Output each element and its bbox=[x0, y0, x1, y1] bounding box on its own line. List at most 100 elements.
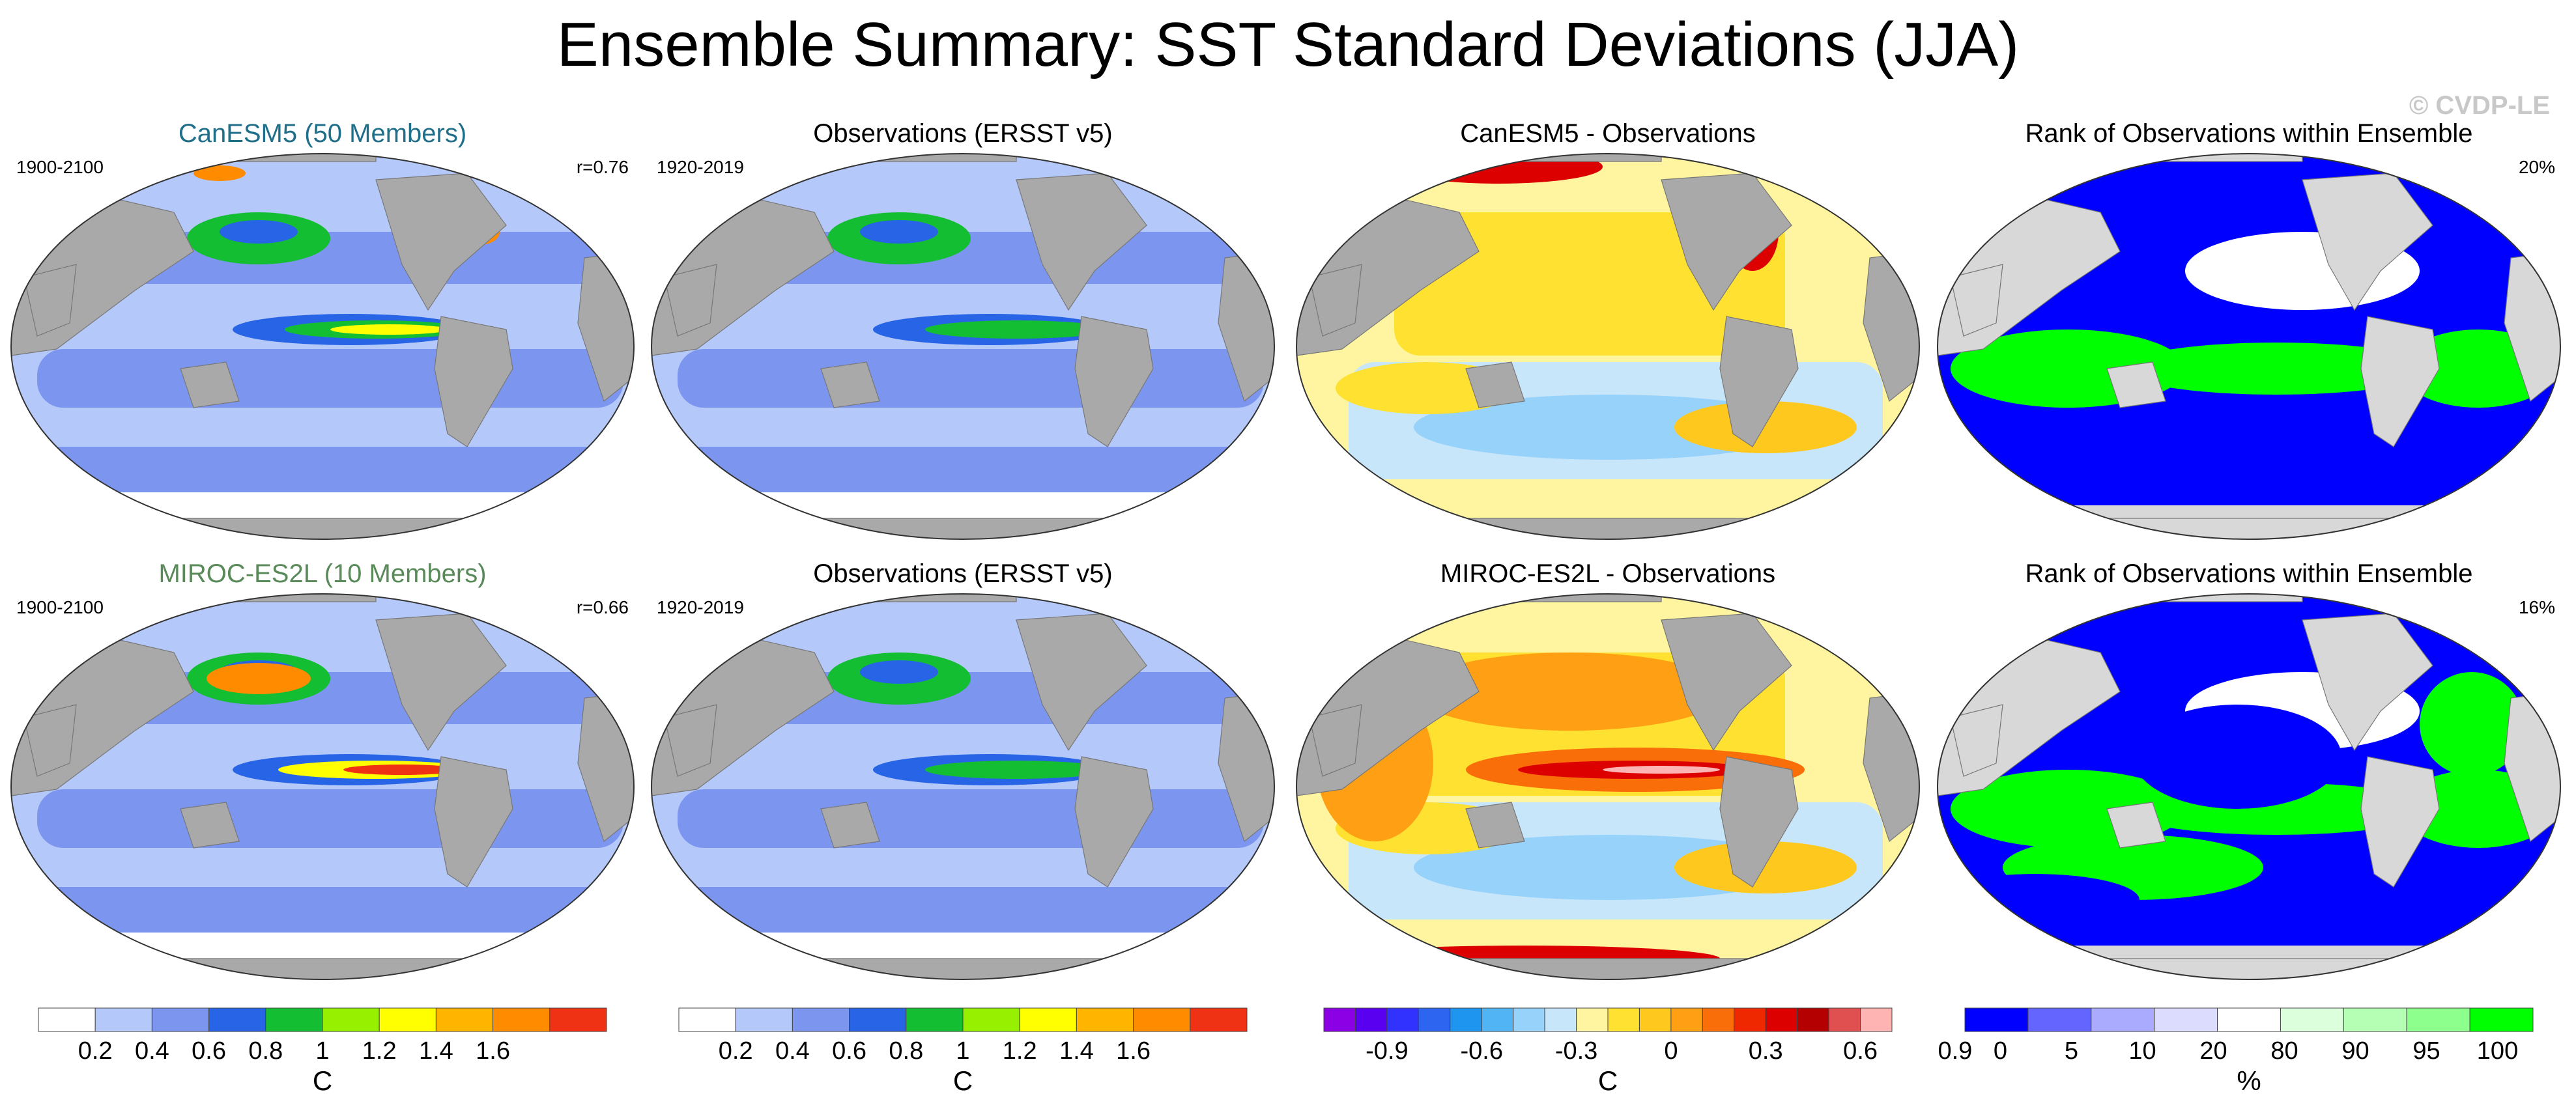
panel-stat-label: 20% bbox=[2519, 157, 2555, 177]
colorbar-tick-label: -0.9 bbox=[1366, 1037, 1408, 1065]
map-outline bbox=[1296, 593, 1920, 980]
land-antarctica bbox=[1296, 518, 1919, 539]
colorbar-box bbox=[1639, 1007, 1672, 1032]
land-antarctica bbox=[651, 958, 1274, 979]
colorbar-box bbox=[2154, 1007, 2218, 1032]
colorbar-box bbox=[1481, 1007, 1514, 1032]
colorbar-box bbox=[493, 1007, 551, 1032]
map-field bbox=[651, 594, 1274, 979]
land-south-america bbox=[2360, 316, 2440, 447]
colorbar-box bbox=[1323, 1007, 1356, 1032]
colorbar-tick-label: 0 bbox=[1994, 1037, 2007, 1065]
field-patch bbox=[1938, 434, 2140, 486]
land-australia bbox=[1465, 802, 1525, 849]
colorbar-box bbox=[549, 1007, 607, 1032]
land-south-america bbox=[434, 316, 513, 447]
colorbar-sd: 0.2 0.4 0.6 0.8 1 1.2 1.4 1.6 C bbox=[678, 1007, 1248, 1096]
colorbar-tick-label: 0.6 bbox=[832, 1037, 866, 1065]
colorbar-tick-label: 1.4 bbox=[1059, 1037, 1094, 1065]
colorbar-tick-label: 0.8 bbox=[248, 1037, 283, 1065]
colorbar-unit-label: C bbox=[953, 1065, 973, 1096]
map-panel-miroc-sd: MIROC-ES2L (10 Members) 1900-2100 r=0.66 bbox=[10, 559, 635, 980]
field-patch bbox=[925, 761, 1108, 779]
land-south-america bbox=[1719, 316, 1799, 447]
colorbar-tick-label: -0.6 bbox=[1460, 1037, 1502, 1065]
map-panel-canesm5-rank: Rank of Observations within Ensemble 20% bbox=[1937, 119, 2561, 540]
colorbar-tick-label: 1 bbox=[315, 1037, 329, 1065]
map-outline bbox=[651, 153, 1275, 540]
panel-period-label: 1900-2100 bbox=[16, 157, 104, 177]
land-australia bbox=[2106, 802, 2166, 849]
land-antarctica bbox=[11, 958, 634, 979]
field-patch bbox=[11, 447, 634, 499]
colorbar-box bbox=[2469, 1007, 2534, 1032]
panel-title: Observations (ERSST v5) bbox=[813, 559, 1112, 588]
colorbar-box bbox=[1544, 1007, 1577, 1032]
panel-stat-label: 16% bbox=[2519, 597, 2555, 617]
map-field bbox=[11, 594, 634, 979]
field-patch bbox=[1414, 653, 1726, 731]
colorbar-unit-label: C bbox=[313, 1065, 332, 1096]
colorbar-tick-label: 90 bbox=[2341, 1037, 2369, 1065]
land-south-america bbox=[1719, 756, 1799, 888]
panel-stat-label: r=0.66 bbox=[577, 597, 629, 617]
field-patch bbox=[651, 447, 1274, 499]
map-panel-obs-sd-2: Observations (ERSST v5) 1920-2019 bbox=[651, 559, 1275, 980]
field-patch bbox=[330, 324, 448, 335]
map-field bbox=[651, 154, 1274, 539]
colorbar-box bbox=[1386, 1007, 1419, 1032]
copyright-label: © CVDP-LE bbox=[2409, 91, 2550, 120]
colorbar-tick-label: 0 bbox=[1664, 1037, 1678, 1065]
colorbar-box bbox=[2280, 1007, 2344, 1032]
colorbar-tick-label: 1.6 bbox=[476, 1037, 510, 1065]
colorbar-tick-label: 80 bbox=[2270, 1037, 2298, 1065]
colorbar-box bbox=[2343, 1007, 2407, 1032]
colorbar-box bbox=[1734, 1007, 1766, 1032]
field-patch bbox=[1674, 401, 1857, 453]
field-patch bbox=[2420, 672, 2524, 776]
map-outline bbox=[10, 593, 635, 980]
map-panel-miroc-diff: MIROC-ES2L - Observations bbox=[1296, 559, 1920, 980]
colorbar-box bbox=[735, 1007, 793, 1032]
land-australia bbox=[2106, 361, 2166, 408]
colorbar-box bbox=[1828, 1007, 1861, 1032]
colorbar-sd: 0.2 0.4 0.6 0.8 1 1.2 1.4 1.6 C bbox=[38, 1007, 607, 1096]
colorbar-box bbox=[379, 1007, 436, 1032]
land-australia bbox=[180, 361, 240, 408]
land-antarctica bbox=[1296, 958, 1919, 979]
field-patch bbox=[925, 320, 1108, 339]
colorbar-box bbox=[1797, 1007, 1829, 1032]
field-patch bbox=[2276, 874, 2511, 939]
colorbar-tick-label: 1 bbox=[956, 1037, 969, 1065]
colorbar-tick-label: 0.3 bbox=[1749, 1037, 1783, 1065]
field-patch bbox=[1603, 766, 1720, 774]
colorbar-tick-label: 0.4 bbox=[135, 1037, 169, 1065]
colorbar-tick-label: 10 bbox=[2128, 1037, 2156, 1065]
field-patch bbox=[678, 349, 1264, 408]
colorbar-box bbox=[38, 1007, 96, 1032]
colorbar-tick-label: 100 bbox=[2477, 1037, 2518, 1065]
land-india bbox=[664, 264, 717, 337]
field-patch bbox=[1938, 874, 2140, 926]
land-india bbox=[23, 264, 77, 337]
colorbar-tick-label: 0.6 bbox=[1843, 1037, 1878, 1065]
colorbar-box bbox=[1450, 1007, 1482, 1032]
colorbar-tick-label: 1.2 bbox=[362, 1037, 397, 1065]
land-australia bbox=[1465, 361, 1525, 408]
colorbar-rank: 0 5 10 20 80 90 95 100% bbox=[1964, 1007, 2534, 1096]
colorbar-box bbox=[2217, 1007, 2281, 1032]
field-patch bbox=[678, 789, 1264, 848]
colorbar-box bbox=[1354, 1007, 1388, 1032]
map-field bbox=[11, 154, 634, 539]
colorbar-box bbox=[2406, 1007, 2470, 1032]
land-india bbox=[1950, 704, 2003, 777]
field-patch bbox=[193, 165, 246, 181]
panel-period-label: 1900-2100 bbox=[16, 597, 104, 617]
colorbar-tick-label: -0.3 bbox=[1555, 1037, 1597, 1065]
colorbar-box bbox=[1513, 1007, 1545, 1032]
colorbar-box bbox=[792, 1007, 850, 1032]
map-outline bbox=[1296, 153, 1920, 540]
field-patch bbox=[37, 349, 623, 408]
land-south-america bbox=[2360, 756, 2440, 888]
